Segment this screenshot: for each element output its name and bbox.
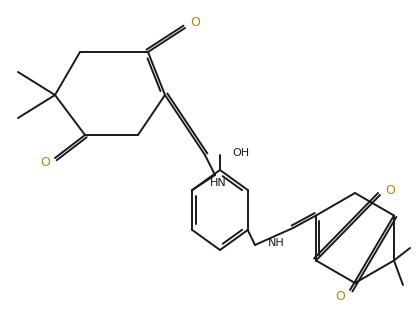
Text: O: O (40, 157, 50, 169)
Text: NH: NH (268, 238, 285, 248)
Text: HN: HN (210, 178, 226, 188)
Text: OH: OH (232, 148, 249, 158)
Text: O: O (335, 290, 345, 302)
Text: O: O (385, 183, 395, 197)
Text: O: O (190, 16, 200, 30)
